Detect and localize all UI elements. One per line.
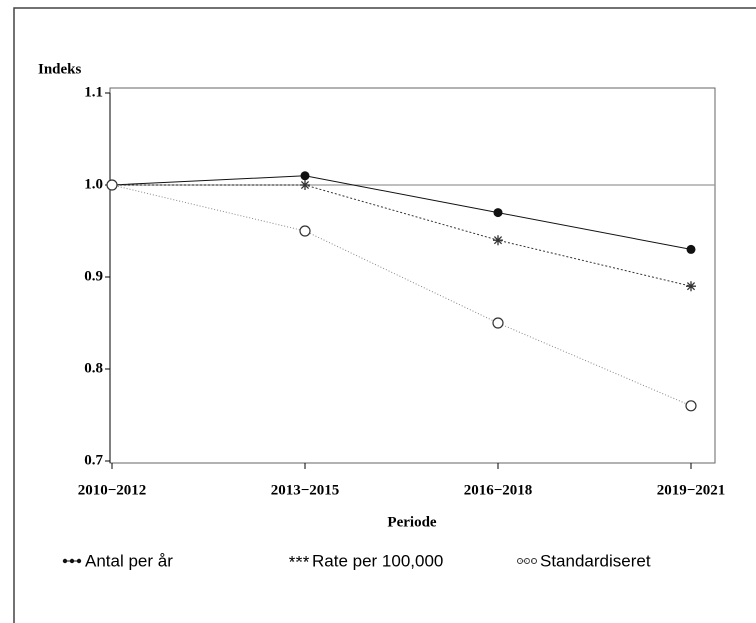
x-axis-title: Periode (387, 514, 436, 530)
series-line (111, 184, 692, 407)
series-line (111, 175, 692, 250)
point (686, 281, 696, 292)
y-tick-label: 0.7 (84, 452, 103, 468)
y-tick-label: 1.1 (84, 84, 103, 100)
point (493, 208, 503, 218)
series-line (112, 184, 692, 287)
point (685, 400, 697, 412)
legend-label: Standardiseret (540, 551, 651, 570)
point (106, 179, 118, 191)
point (299, 225, 311, 237)
y-tick-label: 0.9 (84, 268, 103, 284)
y-axis-title: Indeks (38, 61, 82, 77)
plot-box (109, 87, 716, 464)
legend-symbol: * (289, 552, 296, 571)
point (300, 171, 310, 181)
point (300, 180, 310, 190)
y-tick-label: 1.0 (84, 176, 103, 192)
x-tick-label: 2019−2021 (657, 482, 726, 498)
point (493, 235, 503, 246)
point (686, 244, 696, 254)
x-tick-label: 2013−2015 (271, 482, 340, 498)
x-tick-label: 2010−2012 (78, 482, 147, 498)
legend-symbol (531, 558, 537, 564)
y-tick-label: 0.8 (84, 360, 103, 376)
point (492, 317, 504, 329)
x-tick-label: 2016−2018 (464, 482, 533, 498)
legend-symbol: * (296, 552, 303, 571)
legend-symbol: * (303, 552, 310, 571)
legend-symbol (517, 558, 523, 564)
legend-label: Antal per år (85, 551, 173, 570)
frame (13, 7, 756, 623)
legend-label: Rate per 100,000 (312, 551, 443, 570)
